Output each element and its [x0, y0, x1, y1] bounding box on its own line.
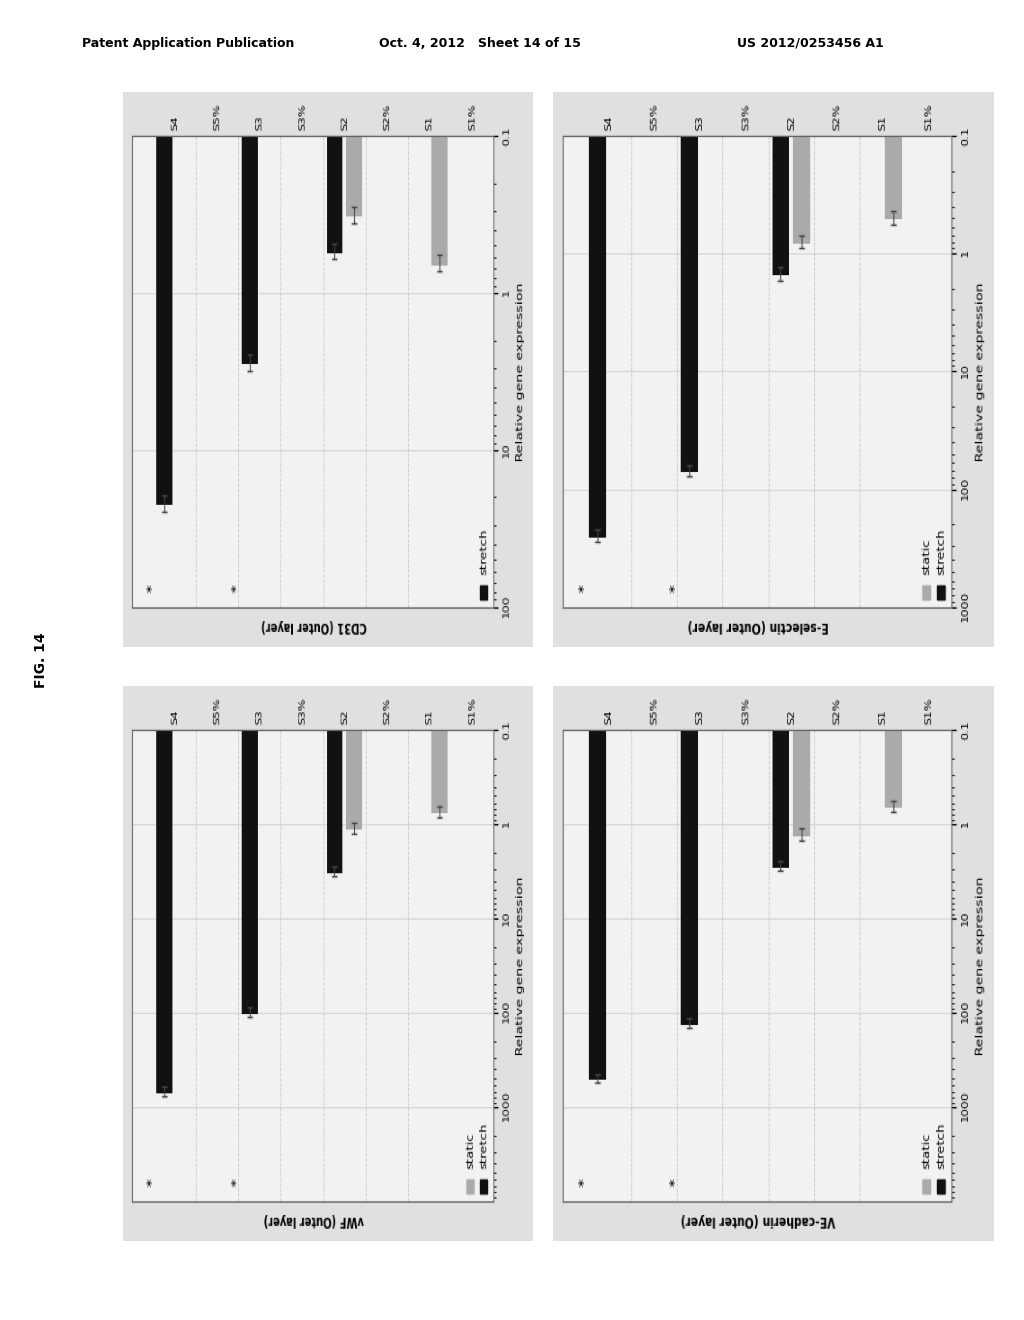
- Text: US 2012/0253456 A1: US 2012/0253456 A1: [737, 37, 884, 50]
- Text: Patent Application Publication: Patent Application Publication: [82, 37, 294, 50]
- Text: Oct. 4, 2012   Sheet 14 of 15: Oct. 4, 2012 Sheet 14 of 15: [379, 37, 581, 50]
- Text: FIG. 14: FIG. 14: [34, 632, 48, 688]
